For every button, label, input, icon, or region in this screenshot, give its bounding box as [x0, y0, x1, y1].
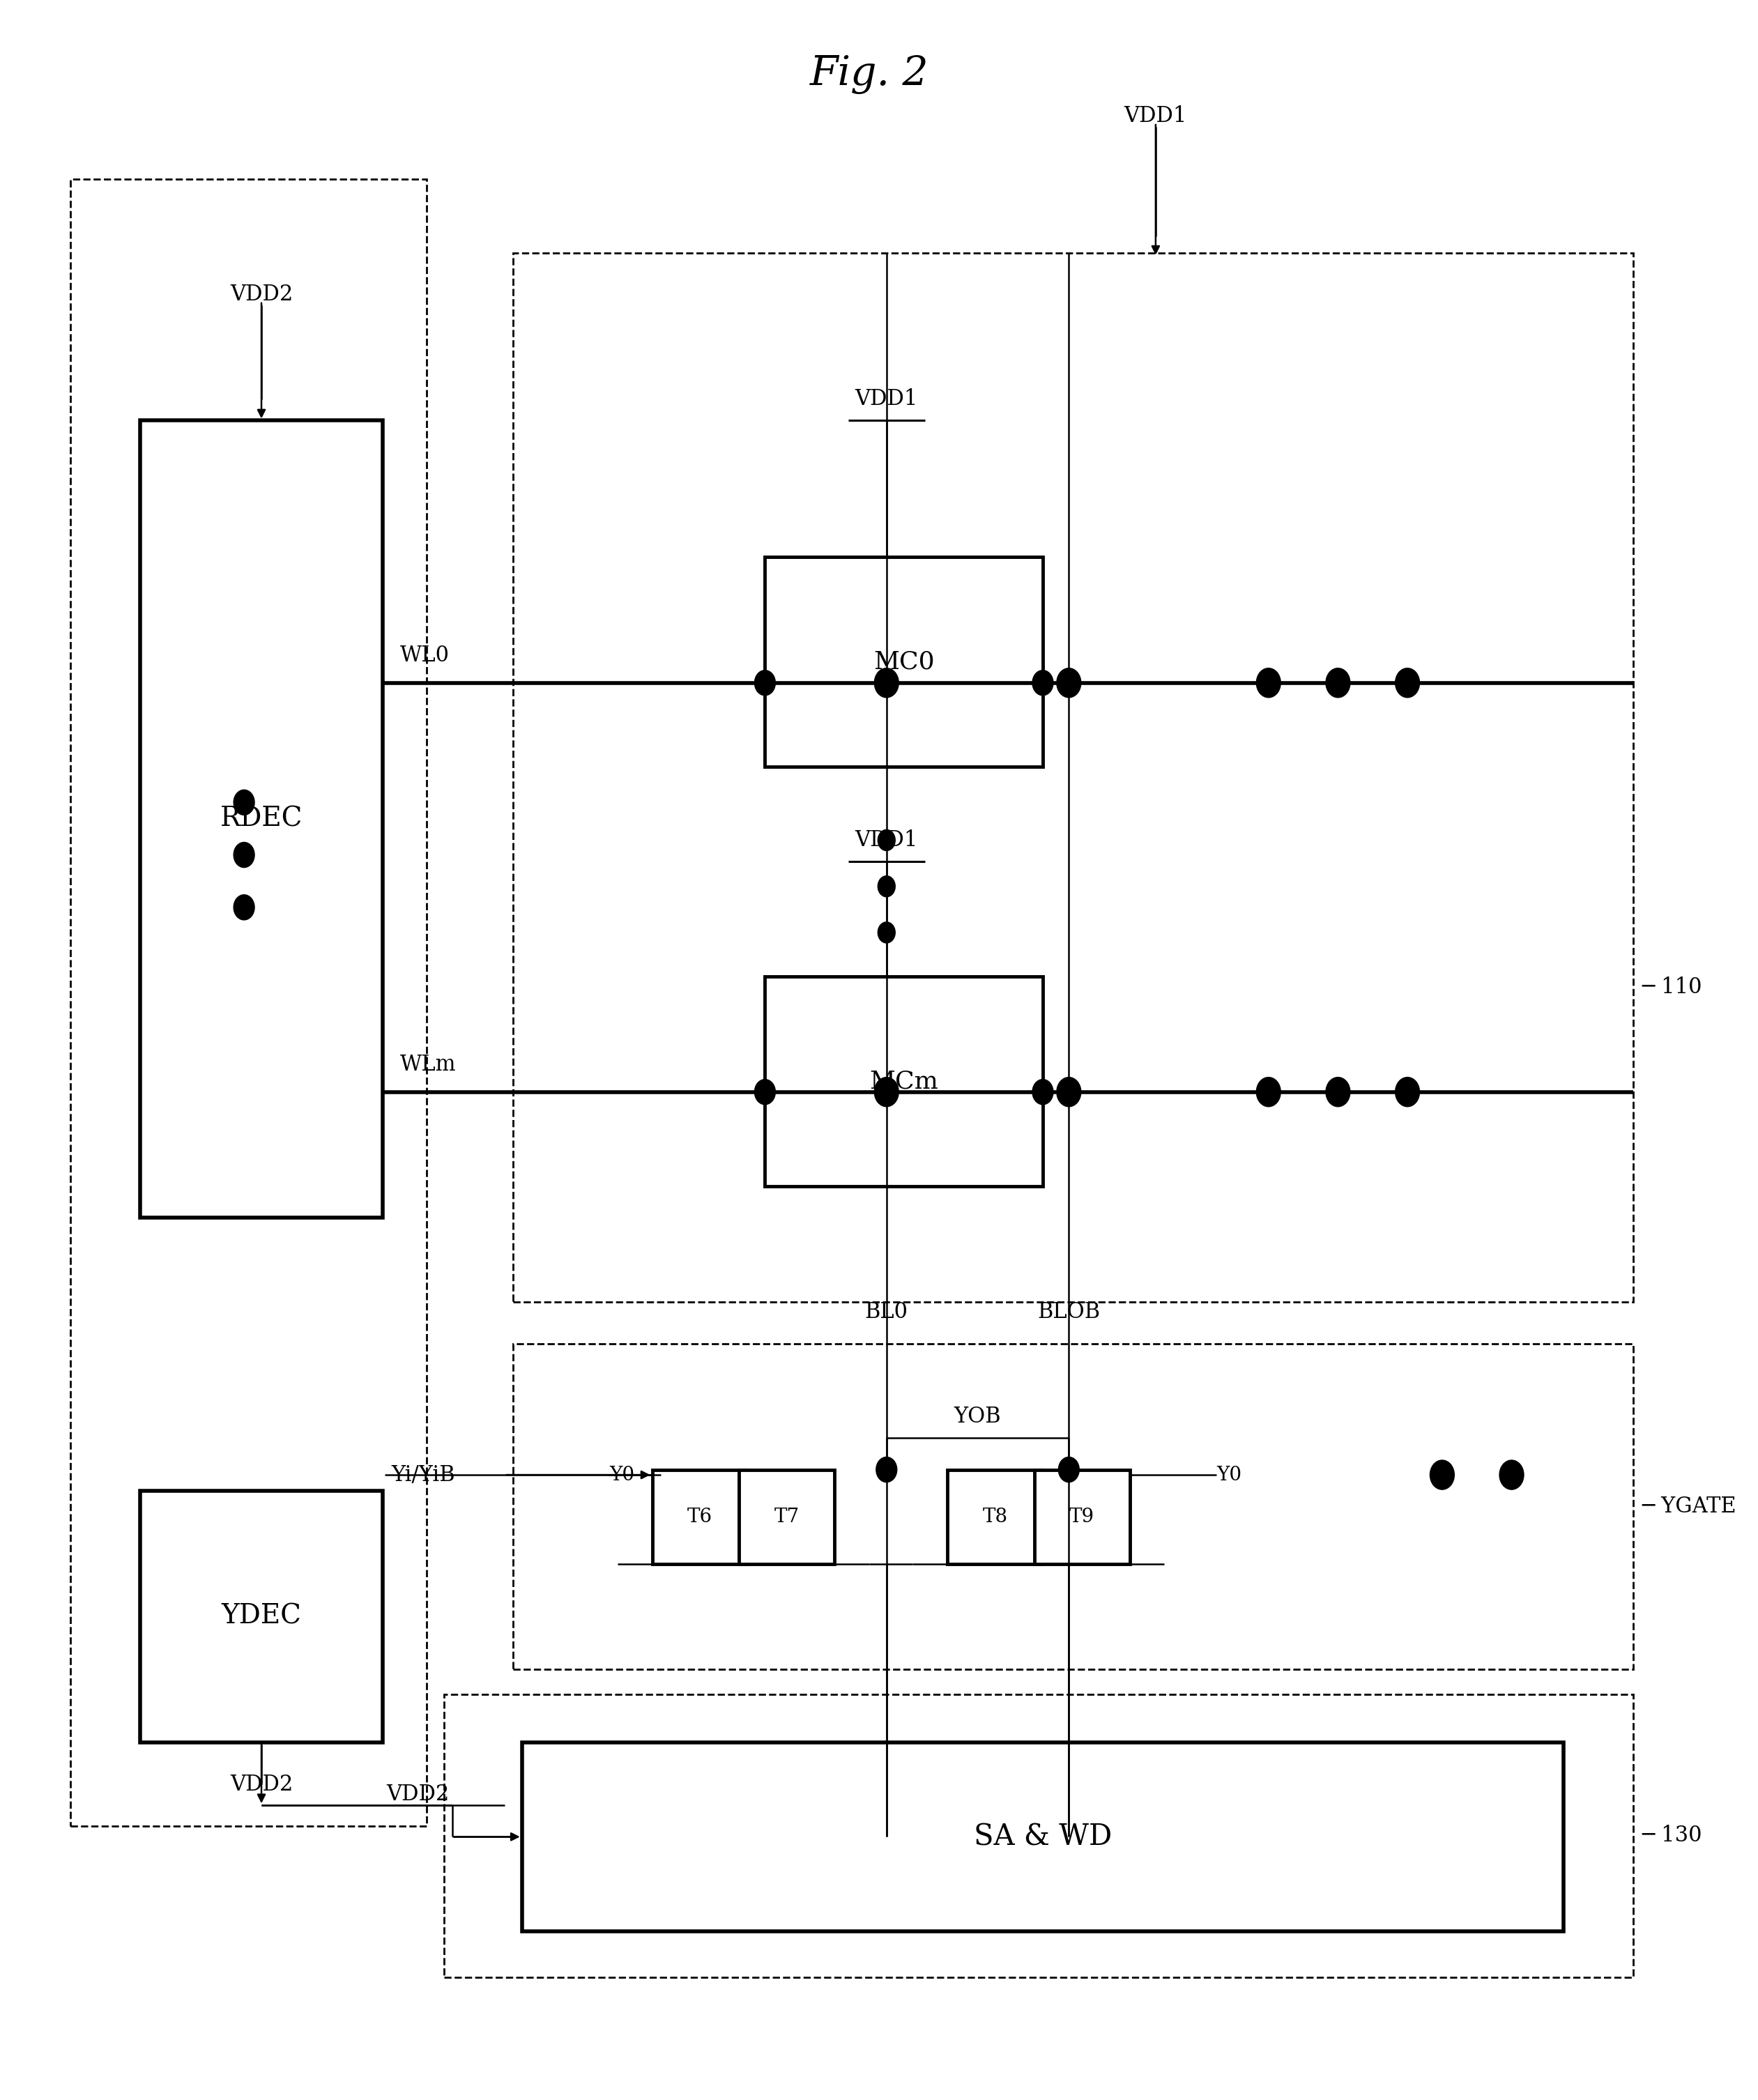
- Circle shape: [754, 670, 775, 695]
- Bar: [443, 1695, 1633, 1978]
- Text: T6: T6: [687, 1508, 712, 1527]
- Text: VDD2: VDD2: [230, 284, 294, 304]
- Text: RDEC: RDEC: [220, 806, 302, 832]
- Circle shape: [1429, 1460, 1454, 1489]
- Bar: [141, 420, 383, 1218]
- Circle shape: [1058, 1457, 1079, 1483]
- Text: ─ YGATE: ─ YGATE: [1642, 1495, 1737, 1516]
- Text: VDD1: VDD1: [854, 830, 918, 851]
- Text: SA & WD: SA & WD: [974, 1823, 1111, 1852]
- Circle shape: [234, 895, 255, 920]
- Text: ─ 130: ─ 130: [1642, 1825, 1702, 1846]
- Text: BLOB: BLOB: [1037, 1302, 1101, 1323]
- Text: Y0: Y0: [610, 1466, 635, 1485]
- Text: T8: T8: [983, 1508, 1007, 1527]
- Circle shape: [754, 1079, 775, 1105]
- Circle shape: [875, 1457, 897, 1483]
- Circle shape: [1057, 1077, 1081, 1107]
- Bar: [141, 1491, 383, 1743]
- Circle shape: [877, 876, 895, 897]
- Circle shape: [877, 922, 895, 943]
- Bar: [1034, 1470, 1130, 1564]
- Circle shape: [234, 790, 255, 815]
- Text: WLm: WLm: [401, 1054, 457, 1075]
- Bar: [948, 1470, 1042, 1564]
- Circle shape: [877, 830, 895, 851]
- Bar: [765, 557, 1042, 766]
- Circle shape: [1396, 668, 1419, 697]
- Text: MCm: MCm: [870, 1069, 939, 1094]
- Text: VDD1: VDD1: [854, 388, 918, 410]
- Circle shape: [874, 668, 898, 697]
- Bar: [652, 1470, 747, 1564]
- Circle shape: [1257, 1077, 1280, 1107]
- Text: T7: T7: [774, 1508, 800, 1527]
- Text: ─ 110: ─ 110: [1642, 977, 1702, 998]
- Circle shape: [1032, 670, 1053, 695]
- Bar: [513, 252, 1633, 1302]
- Circle shape: [1500, 1460, 1524, 1489]
- Circle shape: [1326, 668, 1350, 697]
- Bar: [738, 1470, 835, 1564]
- Circle shape: [1326, 1077, 1350, 1107]
- Circle shape: [234, 842, 255, 867]
- Bar: [70, 179, 427, 1827]
- Circle shape: [1396, 1077, 1419, 1107]
- Text: YOB: YOB: [955, 1407, 1002, 1428]
- Bar: [513, 1344, 1633, 1670]
- Circle shape: [1257, 668, 1280, 697]
- Text: Y0: Y0: [1217, 1466, 1241, 1485]
- Text: VDD2: VDD2: [387, 1783, 450, 1806]
- Bar: [522, 1743, 1563, 1932]
- Text: Yi/YiB: Yi/YiB: [392, 1464, 455, 1485]
- Text: VDD2: VDD2: [230, 1775, 294, 1796]
- Circle shape: [1057, 668, 1081, 697]
- Text: YDEC: YDEC: [222, 1604, 301, 1630]
- Text: WL0: WL0: [401, 645, 450, 666]
- Circle shape: [1032, 1079, 1053, 1105]
- Bar: [765, 977, 1042, 1186]
- Text: BL0: BL0: [865, 1302, 909, 1323]
- Text: T9: T9: [1069, 1508, 1095, 1527]
- Text: MC0: MC0: [874, 651, 935, 674]
- Circle shape: [874, 1077, 898, 1107]
- Text: Fig. 2: Fig. 2: [810, 55, 928, 94]
- Text: VDD1: VDD1: [1123, 105, 1187, 126]
